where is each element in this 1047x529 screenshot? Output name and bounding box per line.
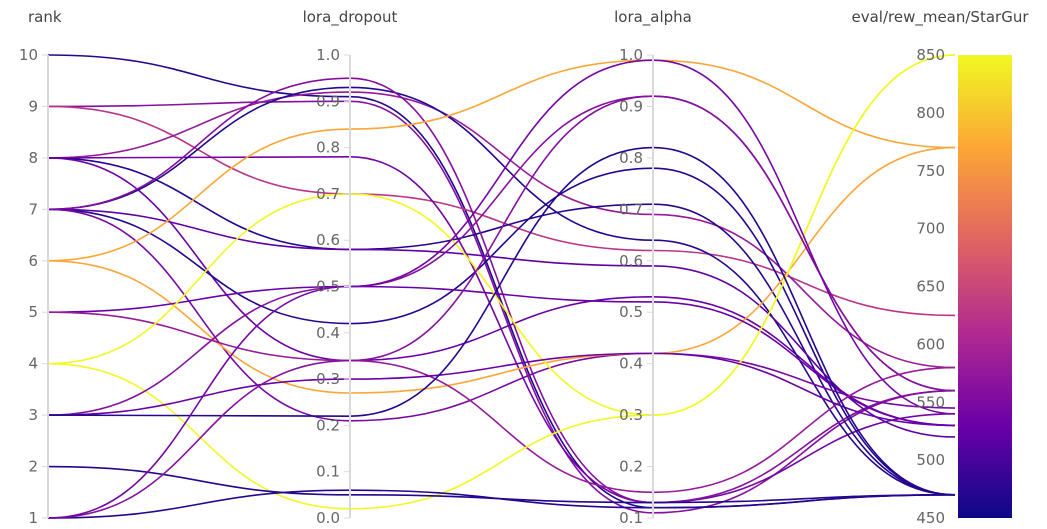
tick-label: 1 xyxy=(28,509,38,527)
tick-label: 700 xyxy=(916,220,945,238)
tick-label: 500 xyxy=(916,451,945,469)
axis-title: lora_dropout xyxy=(303,8,398,27)
run-line[interactable] xyxy=(47,285,956,427)
colorbar xyxy=(958,55,1012,518)
tick-label: 0.9 xyxy=(619,97,643,115)
tick-label: 7 xyxy=(28,200,38,218)
tick-label: 0.8 xyxy=(316,139,340,157)
run-line[interactable] xyxy=(47,146,956,496)
run-line[interactable] xyxy=(47,167,956,496)
tick-label: 10 xyxy=(19,46,38,64)
tick-label: 0.4 xyxy=(619,355,643,373)
tick-label: 550 xyxy=(916,393,945,411)
tick-label: 8 xyxy=(28,149,38,167)
run-line[interactable] xyxy=(47,95,956,519)
tick-label: 650 xyxy=(916,278,945,296)
tick-label: 0.6 xyxy=(619,252,643,270)
run-line[interactable] xyxy=(47,157,956,496)
tick-label: 750 xyxy=(916,162,945,180)
tick-label: 6 xyxy=(28,252,38,270)
axis-titles: rank lora_dropout lora_alpha eval/rew_mean/… xyxy=(28,8,1029,27)
run-line[interactable] xyxy=(47,352,956,427)
tick-label: 3 xyxy=(28,406,38,424)
run-line[interactable] xyxy=(47,146,956,394)
run-line[interactable] xyxy=(47,208,956,422)
tick-label: 2 xyxy=(28,458,38,476)
tick-label: 0.3 xyxy=(316,370,340,388)
tick-label: 600 xyxy=(916,335,945,353)
tick-label: 1.0 xyxy=(316,46,340,64)
tick-label: 0.4 xyxy=(316,324,340,342)
tick-label: 0.1 xyxy=(619,509,643,527)
axis-title: rank xyxy=(28,8,62,26)
tick-label: 0.5 xyxy=(619,303,643,321)
axes: 1 2 3 4 5 6 7 8 9 10 0.0 0.1 0.2 0.3 0.4 0.5 0.6 0.7 0.8 0.… xyxy=(19,46,945,527)
tick-label: 850 xyxy=(916,46,945,64)
run-line[interactable] xyxy=(47,156,956,504)
tick-label: 9 xyxy=(28,97,38,115)
run-line[interactable] xyxy=(47,86,956,496)
tick-label: 0.9 xyxy=(316,92,340,110)
tick-label: 0.6 xyxy=(316,231,340,249)
tick-label: 0.2 xyxy=(316,416,340,434)
tick-label: 0.3 xyxy=(619,406,643,424)
run-line[interactable] xyxy=(47,59,956,519)
run-line[interactable] xyxy=(47,54,956,416)
run-lines xyxy=(47,54,956,519)
tick-label: 1.0 xyxy=(619,46,643,64)
run-line[interactable] xyxy=(47,105,956,317)
run-line[interactable] xyxy=(47,208,956,438)
run-line[interactable] xyxy=(47,465,956,504)
run-line[interactable] xyxy=(47,77,956,504)
run-line[interactable] xyxy=(47,311,956,494)
tick-label: 4 xyxy=(28,355,38,373)
run-line[interactable] xyxy=(47,59,956,262)
tick-label: 450 xyxy=(916,509,945,527)
tick-label: 0.0 xyxy=(316,509,340,527)
run-line[interactable] xyxy=(47,100,956,514)
run-line[interactable] xyxy=(47,157,956,427)
run-line[interactable] xyxy=(47,54,956,510)
run-line[interactable] xyxy=(47,91,956,369)
axis-title: lora_alpha xyxy=(614,8,692,27)
tick-label: 0.5 xyxy=(316,278,340,296)
tick-label: 0.7 xyxy=(619,200,643,218)
tick-label: 5 xyxy=(28,303,38,321)
tick-label: 800 xyxy=(916,104,945,122)
tick-label: 0.1 xyxy=(316,463,340,481)
run-line[interactable] xyxy=(47,489,956,519)
axis-title: eval/rew_mean/StarGur xyxy=(851,8,1029,27)
tick-label: 0.7 xyxy=(316,185,340,203)
tick-label: 0.8 xyxy=(619,149,643,167)
tick-label: 0.2 xyxy=(619,458,643,476)
